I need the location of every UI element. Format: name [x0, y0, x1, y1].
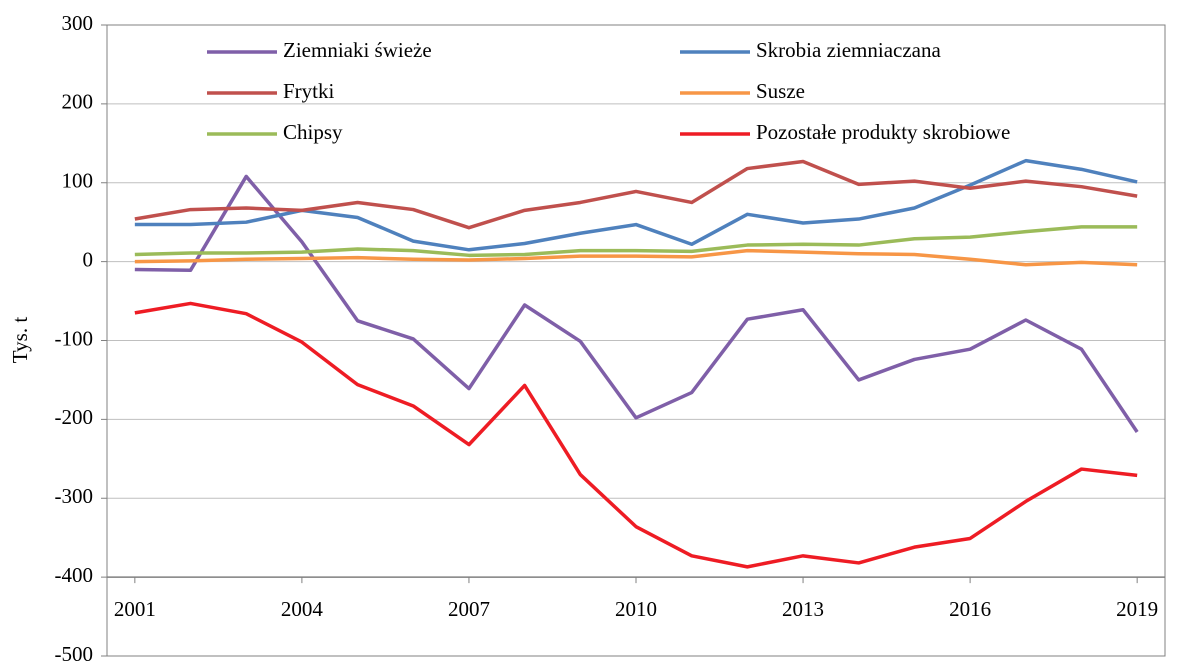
legend-label: Frytki [283, 79, 335, 103]
series-line [134, 174, 1139, 433]
y-tick-label: 0 [83, 247, 94, 271]
x-tick-label: 2010 [615, 597, 657, 621]
y-tick-label: -400 [55, 563, 94, 587]
series-line [134, 225, 1138, 258]
x-tick-label: 2016 [949, 597, 991, 621]
series-line [134, 301, 1138, 569]
x-tick-label: 2007 [448, 597, 490, 621]
y-tick-label: -500 [55, 642, 94, 664]
legend-label: Susze [756, 79, 805, 103]
x-tick-label: 2013 [782, 597, 824, 621]
x-tick-label: 2004 [281, 597, 324, 621]
legend-label: Pozostałe produkty skrobiowe [756, 120, 1010, 144]
y-tick-label: 100 [62, 169, 94, 193]
y-tick-label: -300 [55, 484, 94, 508]
legend-label: Skrobia ziemniaczana [756, 38, 942, 62]
series-line [134, 159, 1138, 230]
series-line [134, 248, 1138, 267]
x-tick-label: 2001 [114, 597, 156, 621]
legend-label: Ziemniaki świeże [283, 38, 432, 62]
x-tick-label: 2019 [1116, 597, 1158, 621]
y-tick-label: 300 [62, 11, 94, 35]
y-tick-label: 200 [62, 90, 94, 114]
y-axis-label: Tys. t [8, 317, 32, 364]
legend-label: Chipsy [283, 120, 343, 144]
y-tick-label: -200 [55, 405, 94, 429]
y-tick-label: -100 [55, 326, 94, 350]
